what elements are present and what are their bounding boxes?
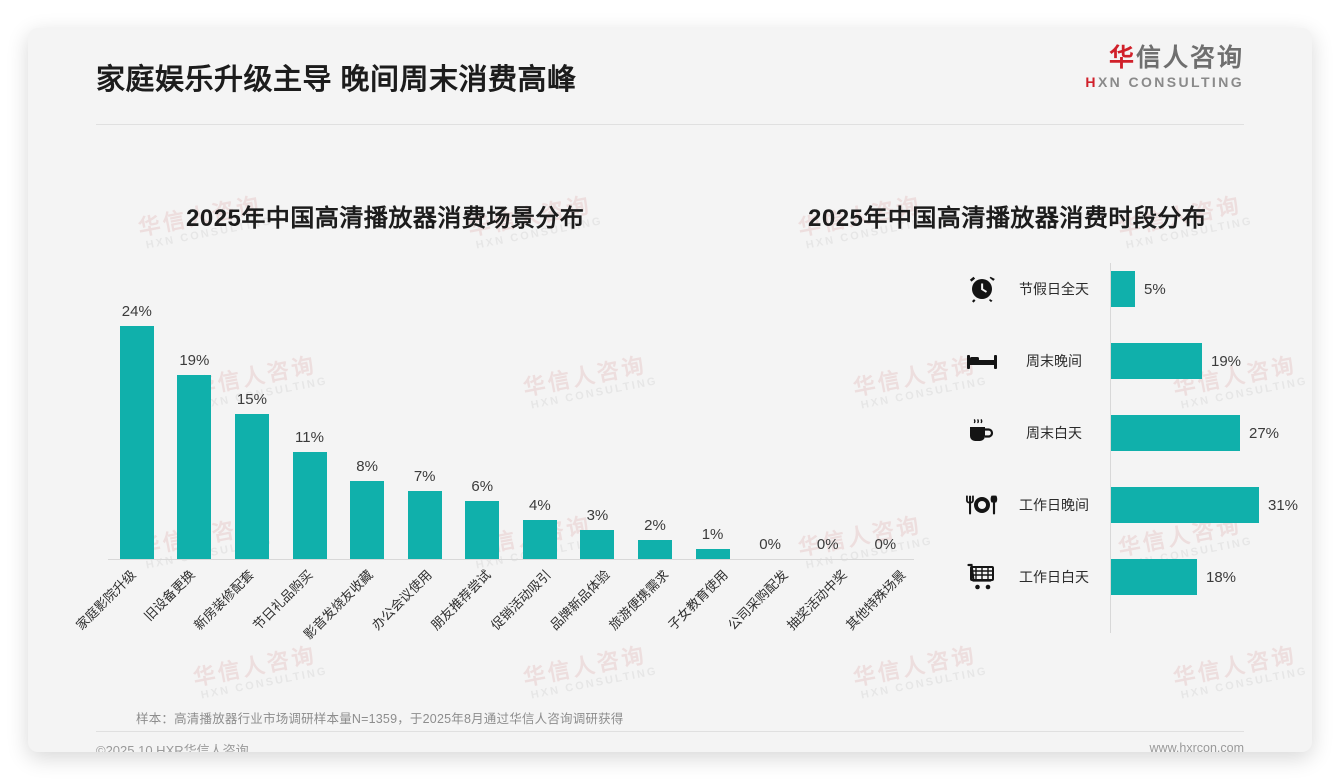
bar-value-label: 7% bbox=[413, 468, 436, 485]
bar-column: 4% bbox=[511, 262, 569, 559]
timeslot-category-label: 周末白天 bbox=[1026, 425, 1082, 441]
bar bbox=[1111, 559, 1197, 595]
copyright-text: ©2025.10 HXR华信人咨询 bbox=[96, 743, 249, 752]
bar-value-label: 5% bbox=[1144, 280, 1166, 298]
bar-value-label: 19% bbox=[1211, 352, 1242, 370]
timeslot-category-label: 工作日晚间 bbox=[1019, 497, 1089, 513]
bar-value-label: 18% bbox=[1206, 568, 1237, 586]
bar-column: 19% bbox=[166, 262, 224, 559]
vertical-bar-plot-area: 24% 19% 15% 11% 8% 7% 6% 4% 3% 2% 1% 0% 0% 0% bbox=[108, 262, 914, 559]
header-divider bbox=[96, 124, 1244, 125]
bar-value-label: 2% bbox=[644, 517, 666, 534]
bar-column: 6% bbox=[453, 262, 511, 559]
chart-panel-timeslots: 2025年中国高清播放器消费时段分布 节假日全天 5% 周末晚间 19% 周末白天 27%… bbox=[808, 158, 1298, 678]
bar bbox=[119, 326, 154, 559]
timeslot-category-label: 节假日全天 bbox=[1019, 281, 1089, 297]
timeslot-category-label: 工作日白天 bbox=[1019, 569, 1089, 585]
bar-value-label: 19% bbox=[179, 352, 210, 369]
vertical-bar-chart: 24% 19% 15% 11% 8% 7% 6% 4% 3% 2% 1% 0% 0% 0% bbox=[108, 262, 914, 560]
logo-english-accent: H bbox=[1085, 73, 1098, 90]
bar bbox=[522, 520, 557, 559]
vertical-chart-baseline bbox=[108, 559, 914, 560]
bar bbox=[1111, 415, 1240, 451]
alarm-clock-icon bbox=[966, 273, 998, 305]
bar bbox=[1111, 343, 1202, 379]
bar-value-label: 3% bbox=[586, 507, 609, 524]
logo-chinese-accent: 华 bbox=[1108, 44, 1136, 72]
category-tick: 其他特殊场景 bbox=[843, 561, 926, 671]
bar-value-label: 6% bbox=[471, 478, 494, 495]
bar-value-label: 1% bbox=[701, 526, 724, 543]
category-tick-label: 家庭影院升级 bbox=[72, 567, 139, 633]
bar-value-label: 11% bbox=[295, 429, 324, 446]
bar bbox=[292, 452, 327, 559]
bar bbox=[637, 540, 672, 559]
bar-value-label: 24% bbox=[121, 303, 152, 320]
brand-logo: 华信人咨询 HXN CONSULTING bbox=[1085, 44, 1244, 90]
timeslot-bar-group: 5% bbox=[1111, 271, 1166, 307]
timeslot-row: 周末白天 27% bbox=[948, 407, 1279, 459]
bar-column: 24% bbox=[108, 262, 166, 559]
timeslot-bar-group: 27% bbox=[1111, 415, 1279, 451]
chart-title-scenarios: 2025年中国高清播放器消费场景分布 bbox=[186, 205, 585, 232]
bar bbox=[177, 375, 212, 559]
website-link[interactable]: www.hxrcon.com bbox=[1149, 741, 1244, 752]
bar bbox=[580, 530, 615, 559]
bar bbox=[407, 491, 442, 559]
chart-panel-scenarios: 2025年中国高清播放器消费场景分布 24% 19% 15% 11% 8% 7% 6% 4% 3… bbox=[73, 158, 926, 678]
dinner-plate-icon bbox=[966, 489, 998, 521]
slide-card: 华信人咨询 HXN CONSULTING 华信人咨询 HXN CONSULTING 华信… bbox=[28, 28, 1312, 752]
timeslot-row: 周末晚间 19% bbox=[948, 335, 1278, 387]
logo-english: HXN CONSULTING bbox=[1085, 74, 1244, 90]
page-title: 家庭娱乐升级主导 晚间周末消费高峰 bbox=[96, 64, 577, 96]
footer-divider bbox=[96, 731, 1244, 732]
timeslot-bar-group: 19% bbox=[1111, 343, 1241, 379]
bar-column: 15% bbox=[223, 262, 281, 559]
horizontal-bar-chart: 节假日全天 5% 周末晚间 19% 周末白天 27% 工作日晚间 31% 工作日白天 18% bbox=[948, 263, 1298, 633]
logo-chinese: 华信人咨询 bbox=[1085, 44, 1244, 73]
bar bbox=[465, 501, 500, 559]
bar bbox=[695, 549, 730, 559]
bar-value-label: 0% bbox=[816, 536, 839, 553]
bar-value-label: 8% bbox=[356, 458, 378, 475]
bar-column: 7% bbox=[396, 262, 454, 559]
chart-title-timeslots: 2025年中国高清播放器消费时段分布 bbox=[808, 205, 1207, 232]
sample-footnote: 样本：高清播放器行业市场调研样本量N=1359，于2025年8月通过华信人咨询调… bbox=[136, 712, 624, 726]
bar bbox=[234, 414, 269, 559]
vertical-chart-category-axis: 家庭影院升级 旧设备更换 新房装修配套 节日礼品购买 影音发烧友收藏 办公会议使用 朋友推荐… bbox=[73, 561, 926, 671]
horizontal-chart-baseline bbox=[1110, 263, 1111, 633]
bar-column: 0% bbox=[799, 262, 857, 559]
timeslot-row: 工作日白天 18% bbox=[948, 551, 1278, 603]
bar-column: 3% bbox=[569, 262, 627, 559]
timeslot-bar-group: 31% bbox=[1111, 487, 1298, 523]
bar bbox=[350, 481, 385, 559]
logo-english-rest: XN CONSULTING bbox=[1097, 73, 1244, 90]
bar-value-label: 15% bbox=[236, 391, 267, 408]
bar-value-label: 0% bbox=[759, 536, 781, 553]
bar-value-label: 31% bbox=[1268, 496, 1299, 514]
bar-column: 1% bbox=[684, 262, 742, 559]
slide-header: 家庭娱乐升级主导 晚间周末消费高峰 华信人咨询 HXN CONSULTING bbox=[28, 28, 1312, 124]
bar-column: 0% bbox=[857, 262, 915, 559]
timeslot-bar-group: 18% bbox=[1111, 559, 1236, 595]
bar-value-label: 4% bbox=[528, 497, 551, 514]
bar-column: 11% bbox=[281, 262, 339, 559]
bar-column: 2% bbox=[626, 262, 684, 559]
bar-column: 8% bbox=[338, 262, 396, 559]
bar-column: 0% bbox=[741, 262, 799, 559]
bed-icon bbox=[966, 345, 998, 377]
timeslot-category-label: 周末晚间 bbox=[1026, 353, 1082, 369]
bar bbox=[1111, 487, 1259, 523]
bar-value-label: 27% bbox=[1249, 424, 1280, 442]
timeslot-row: 工作日晚间 31% bbox=[948, 479, 1298, 531]
shopping-cart-icon bbox=[966, 561, 998, 593]
timeslot-row: 节假日全天 5% bbox=[948, 263, 1278, 315]
logo-chinese-rest: 信人咨询 bbox=[1135, 44, 1244, 72]
bar-value-label: 0% bbox=[874, 536, 897, 553]
coffee-cup-icon bbox=[966, 417, 998, 449]
bar bbox=[1111, 271, 1135, 307]
